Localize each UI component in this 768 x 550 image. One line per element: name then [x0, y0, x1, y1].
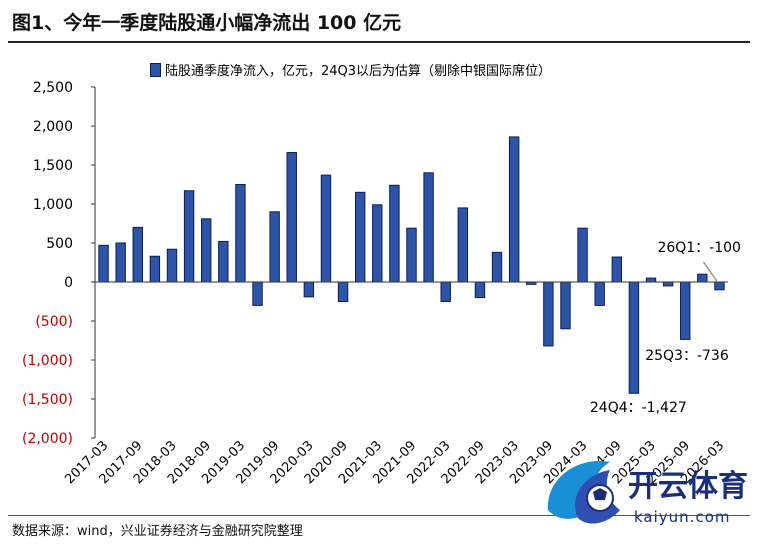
bar	[320, 174, 332, 283]
bar	[628, 281, 640, 394]
bar	[611, 256, 623, 283]
bar	[389, 184, 400, 283]
bar	[406, 227, 417, 283]
bar	[354, 191, 366, 283]
y-tick-label: 1,000	[33, 197, 73, 213]
bar	[680, 281, 691, 340]
bar	[577, 227, 588, 283]
bar	[491, 251, 503, 283]
bar	[132, 226, 143, 283]
bar	[149, 255, 161, 283]
bar	[252, 281, 263, 306]
bar	[115, 242, 126, 283]
bar	[474, 281, 486, 299]
bar	[303, 281, 315, 298]
annotation-label: 26Q1：-100	[657, 240, 741, 256]
y-tick-label: (500)	[35, 314, 73, 330]
y-tick-label: 1,500	[33, 158, 73, 174]
bar	[594, 281, 605, 306]
bar	[457, 207, 469, 283]
y-tick-label: (1,000)	[22, 353, 73, 369]
title-divider	[8, 41, 750, 43]
annotation-label: 25Q3：-736	[645, 348, 729, 364]
bar	[183, 190, 195, 283]
bar	[697, 273, 708, 283]
legend-swatch	[150, 62, 161, 77]
watermark-emblem	[547, 461, 620, 524]
bar	[423, 172, 434, 283]
y-tick-label: 0	[64, 275, 73, 291]
bar	[508, 136, 520, 283]
y-axis: 2,500 2,000 1,500 1,000 500 0 (500) (1,000) (1,5…	[22, 80, 96, 447]
bar	[218, 240, 229, 283]
bar	[440, 281, 451, 302]
annotations: 26Q1：-100 25Q3：-736 24Q4：-1,427	[590, 240, 741, 416]
kaiyun-logo-icon: 开云体育 kaiyun.com	[538, 448, 760, 540]
bar	[269, 211, 280, 283]
bar-series	[98, 136, 725, 394]
bar	[337, 281, 349, 302]
annotation-arrow	[702, 261, 718, 283]
bar-chart: 2,500 2,000 1,500 1,000 500 0 (500) (1,000) (1,5…	[22, 80, 741, 487]
annotation-label: 24Q4：-1,427	[590, 400, 687, 416]
bar	[200, 218, 212, 283]
y-tick-label: 2,000	[33, 119, 73, 135]
chart-title: 图1、今年一季度陆股通小幅净流出 100 亿元	[12, 12, 402, 34]
source-note: 数据来源：wind，兴业证券经济与金融研究院整理	[12, 524, 303, 539]
y-tick-label: (1,500)	[22, 392, 73, 408]
y-tick-label: (2,000)	[22, 431, 73, 447]
bar	[662, 281, 674, 287]
y-tick-label: 2,500	[33, 80, 73, 96]
bar	[166, 248, 178, 283]
bar	[645, 277, 657, 283]
chart-legend: 陆股通季度净流入，亿元，24Q3以后为估算（剔除中银国际席位）	[150, 60, 551, 79]
bar	[286, 152, 297, 283]
bar	[543, 281, 554, 347]
bar	[98, 244, 109, 283]
legend-label: 陆股通季度净流入，亿元，24Q3以后为估算（剔除中银国际席位）	[165, 64, 552, 79]
bar	[235, 184, 246, 283]
watermark-name: 开云体育	[628, 469, 748, 504]
bar	[714, 281, 725, 291]
bar	[560, 281, 571, 330]
footer-divider	[8, 515, 750, 516]
y-tick-label: 500	[46, 236, 73, 252]
watermark-domain: kaiyun.com	[634, 508, 730, 526]
bar	[372, 204, 383, 283]
